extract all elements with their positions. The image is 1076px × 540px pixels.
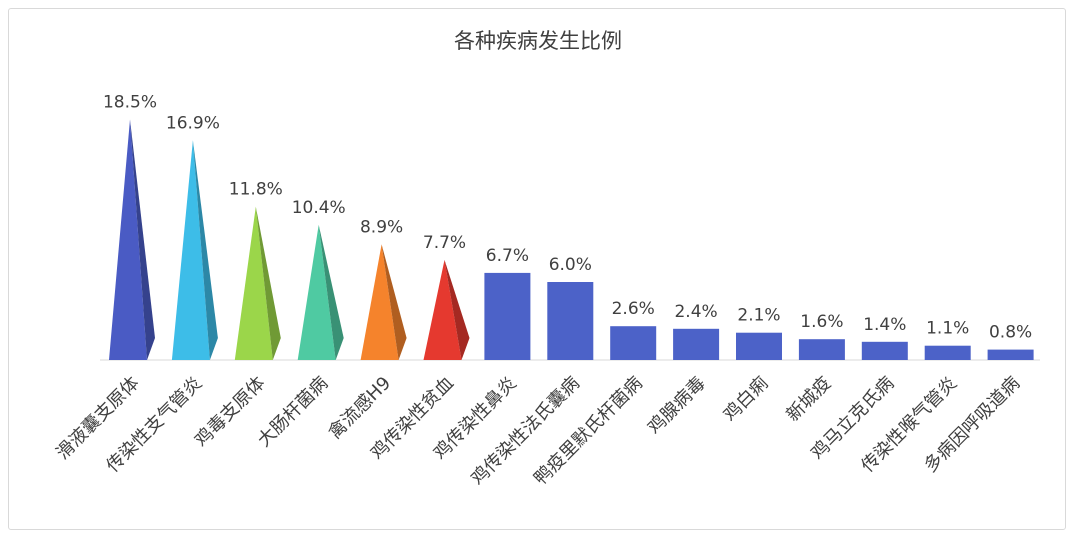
bar-mark — [798, 339, 845, 360]
data-label: 8.9% — [360, 217, 403, 237]
cone-mark — [234, 206, 281, 360]
data-label: 1.1% — [926, 319, 969, 339]
cone-mark — [297, 224, 344, 360]
bar-mark — [673, 328, 720, 360]
data-label: 2.4% — [674, 302, 717, 322]
data-label: 7.7% — [423, 233, 466, 253]
x-tick-label: 新城疫 — [782, 373, 835, 426]
x-tick-label: 鸭疫里默氏杆菌病 — [530, 373, 647, 490]
bar-mark — [987, 349, 1034, 360]
data-label: 18.5% — [103, 93, 157, 113]
x-tick-label: 鸡腺病毒 — [644, 373, 710, 439]
bar-mark — [736, 332, 782, 360]
chart-title: 各种疾病发生比例 — [454, 29, 622, 53]
bar-mark — [484, 272, 531, 360]
x-tick-label: 鸡传染性法氏囊病 — [467, 373, 584, 490]
chart-marks: 18.5%滑液囊支原体16.9%传染性支气管炎11.8%鸡毒支原体10.4%大肠… — [52, 93, 1034, 490]
data-label: 6.0% — [549, 255, 592, 275]
bar-mark — [610, 326, 657, 360]
data-label: 10.4% — [292, 198, 346, 218]
bar-mark — [547, 282, 594, 360]
data-label: 6.7% — [486, 246, 529, 266]
cone-mark — [109, 119, 155, 360]
data-label: 11.8% — [229, 180, 283, 200]
cone-mark — [360, 244, 407, 360]
data-label: 16.9% — [166, 113, 220, 133]
bar-mark — [861, 341, 908, 360]
cone-mark — [423, 259, 470, 360]
data-label: 2.1% — [737, 306, 780, 326]
cone-mark — [171, 140, 218, 360]
bar-mark — [924, 345, 971, 360]
x-tick-label: 鸡白痢 — [720, 373, 773, 426]
data-label: 1.6% — [800, 312, 843, 332]
data-label: 1.4% — [863, 315, 906, 335]
data-label: 2.6% — [612, 299, 655, 319]
data-label: 0.8% — [989, 323, 1032, 343]
